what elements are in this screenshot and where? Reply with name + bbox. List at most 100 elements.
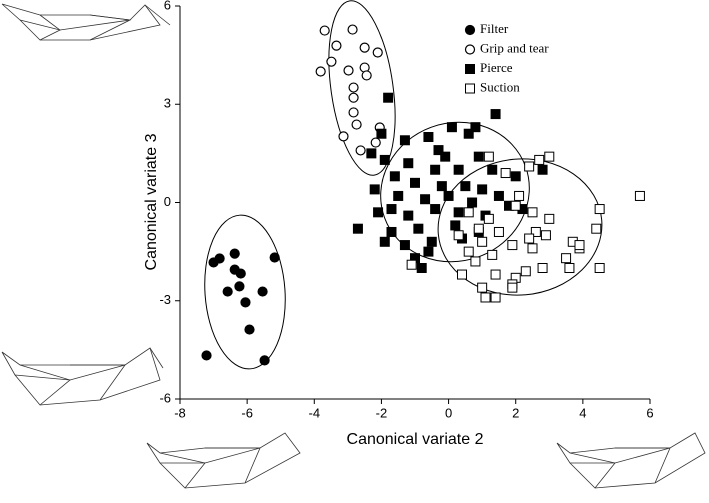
point [480,292,491,303]
point [376,128,387,139]
point [403,158,414,169]
point [477,282,488,293]
point [416,263,427,273]
point [430,164,441,175]
point [423,246,434,257]
point [500,168,511,179]
x-tick-label: -2 [376,405,388,420]
point [240,297,251,308]
y-tick-label: -3 [159,292,171,307]
legend-label: Suction [480,79,520,94]
legend-label: Grip and tear [480,40,549,55]
point [436,181,447,192]
legend-marker [464,44,476,55]
point [352,223,363,234]
point [423,132,434,142]
point [201,350,212,361]
point [453,207,464,218]
point [473,223,484,234]
point [490,292,501,303]
point [477,236,488,247]
point [594,263,605,273]
point [470,256,481,267]
point [399,240,410,251]
point [470,122,481,133]
point [379,236,390,247]
point [463,246,474,257]
point [331,40,342,51]
point [457,269,467,280]
point [348,82,359,93]
point [343,65,354,76]
point [483,213,494,224]
legend-label: Pierce [480,60,513,75]
point [537,263,548,273]
point [373,207,384,218]
point [372,47,383,58]
point [369,184,380,195]
point [426,236,437,247]
x-tick-label: 2 [512,405,519,420]
point [359,42,370,53]
point [524,161,535,172]
legend-marker [465,64,475,74]
point [393,190,404,201]
point [222,286,233,297]
legend-marker [465,83,475,94]
point [634,190,645,201]
y-axis-label: Canonical variate 3 [143,133,160,270]
wireframes [1,3,706,489]
point [591,223,602,234]
point [410,177,420,188]
point [355,145,366,156]
point [446,122,457,133]
point [244,324,255,335]
point [510,171,521,182]
point [413,223,424,234]
x-tick-label: -6 [241,405,253,420]
point [403,210,414,221]
point [527,243,538,254]
point [487,249,498,260]
point [530,226,541,237]
point [366,148,377,159]
point [440,151,451,162]
point [507,240,518,251]
point [564,263,575,273]
point [347,24,358,35]
point [351,119,362,130]
ellipses [204,0,603,370]
point [234,281,245,292]
point [537,164,548,175]
point [540,230,551,241]
point [467,197,478,208]
x-tick-label: -8 [174,405,186,420]
point [477,184,488,195]
point [544,213,555,224]
point [406,259,417,270]
point [348,107,359,118]
point [493,190,504,201]
point [561,253,572,264]
point [463,207,474,218]
point [510,200,521,211]
y-tick-label: -6 [159,390,171,405]
y-tick-label: 6 [164,0,171,12]
point [386,226,397,237]
point [473,151,484,162]
point [534,154,545,165]
point [430,204,441,215]
point [527,207,538,218]
point [450,220,461,231]
point [257,286,268,297]
point [383,92,394,103]
point [229,248,240,259]
point [235,268,246,279]
point [315,66,326,77]
point [493,226,504,237]
point [259,355,270,366]
x-tick-label: 6 [646,405,653,420]
point [487,164,498,175]
point [520,266,531,277]
